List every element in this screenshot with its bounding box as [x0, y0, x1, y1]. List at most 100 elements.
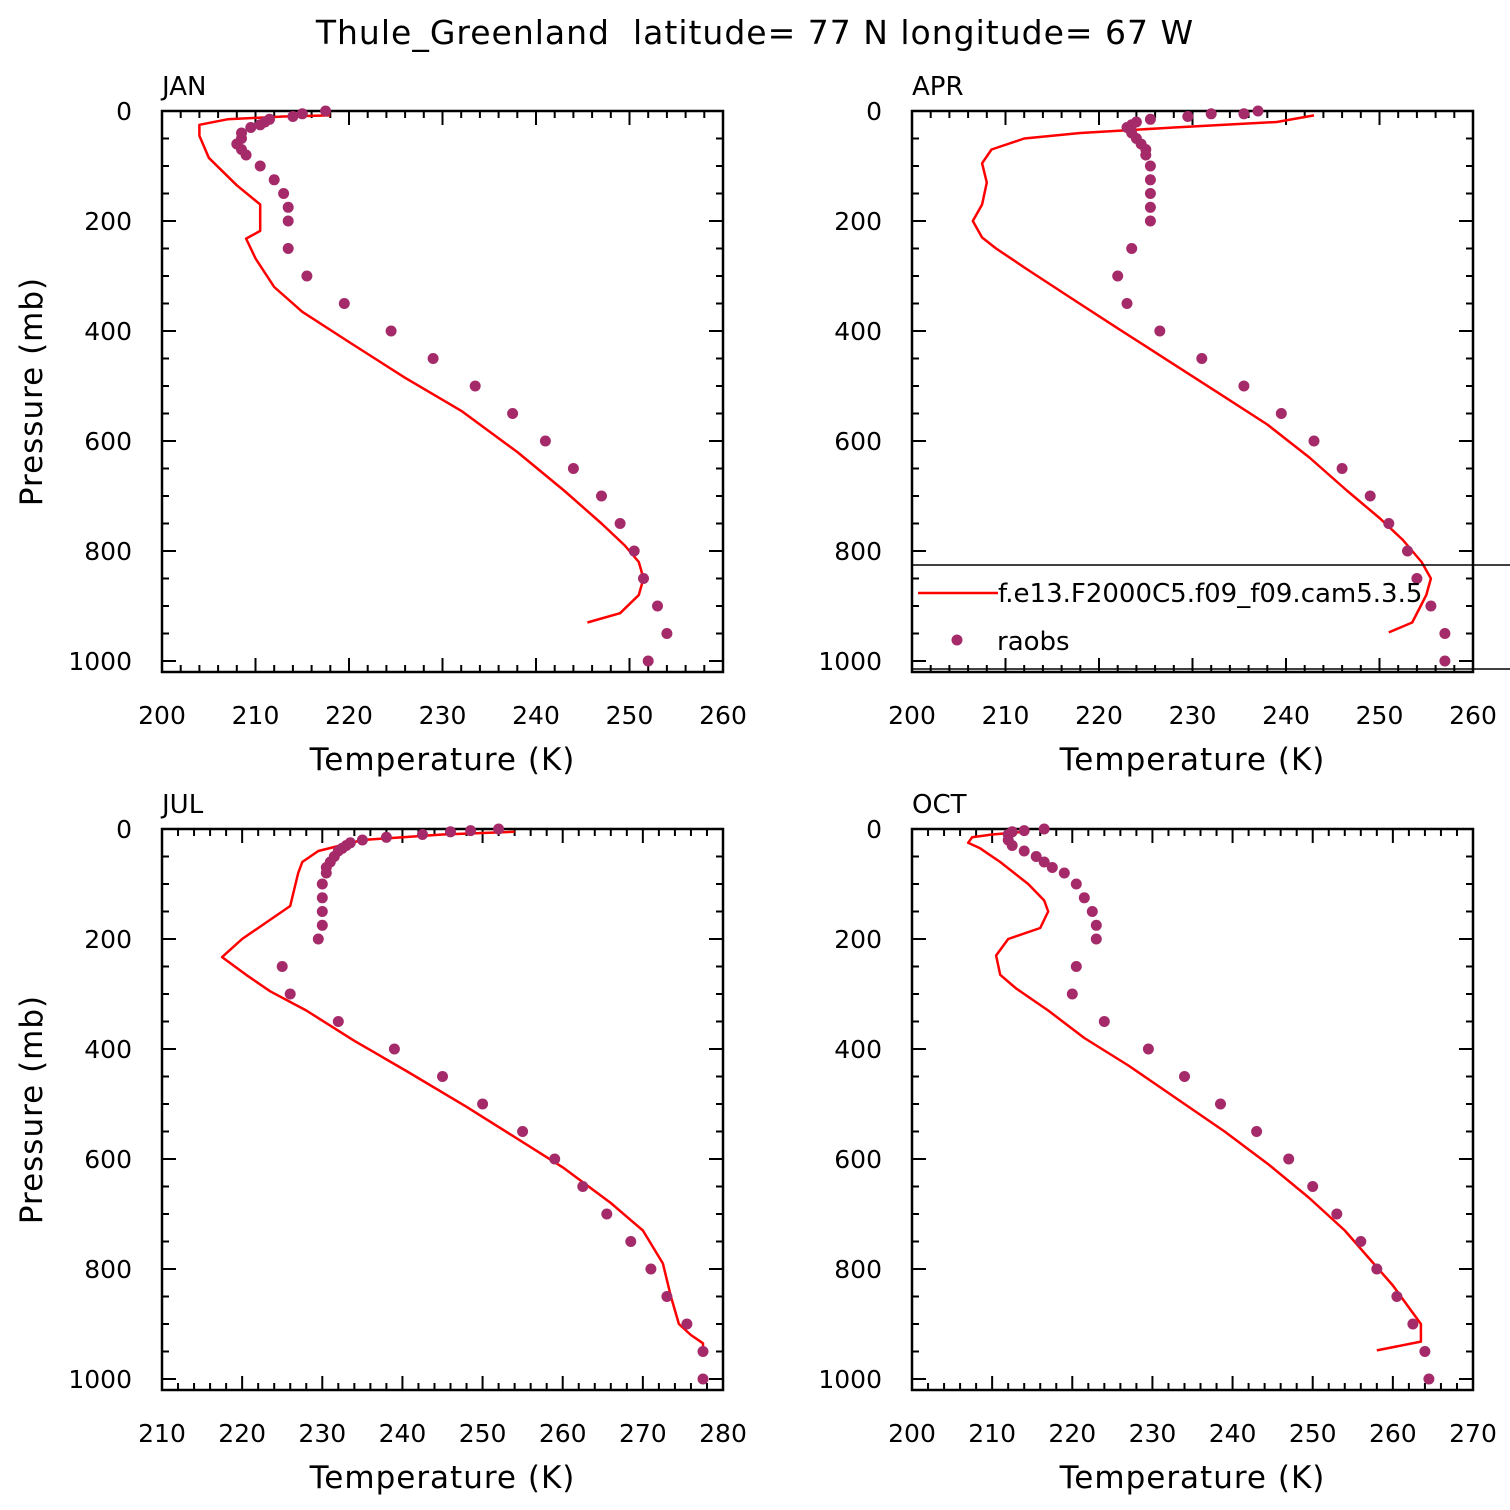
raobs-point: [388, 1043, 400, 1055]
y-tick-label: 0: [866, 97, 882, 126]
raobs-point: [356, 834, 368, 846]
raobs-point: [380, 831, 392, 843]
raobs-point: [1283, 1153, 1295, 1165]
raobs-point: [316, 919, 328, 931]
panel-title: OCT: [912, 790, 967, 820]
raobs-point: [577, 1181, 589, 1192]
y-tick-label: 1000: [818, 1365, 882, 1394]
raobs-point: [1205, 108, 1217, 120]
raobs-point: [1251, 1126, 1263, 1137]
x-tick-label: 220: [218, 1419, 266, 1448]
y-tick-label: 800: [84, 1255, 132, 1284]
raobs-point: [614, 518, 626, 529]
raobs-point: [697, 1346, 709, 1357]
raobs-point: [282, 215, 294, 227]
x-tick-label: 280: [699, 1419, 747, 1448]
y-tick-label: 200: [834, 207, 882, 236]
raobs-point: [465, 825, 477, 837]
raobs-point: [493, 823, 505, 835]
x-tick-label: 210: [982, 701, 1030, 730]
y-tick-label: 400: [84, 1035, 132, 1064]
raobs-point: [1098, 1016, 1110, 1027]
raobs-point: [332, 1016, 344, 1027]
x-tick-label: 200: [138, 701, 186, 730]
panel-title: JAN: [160, 72, 206, 102]
raobs-point: [661, 1291, 673, 1302]
x-tick-label: 260: [1449, 701, 1497, 730]
raobs-point: [1439, 628, 1451, 639]
raobs-point: [1144, 188, 1156, 199]
raobs-point: [681, 1318, 693, 1330]
raobs-point: [1391, 1291, 1403, 1302]
y-tick-label: 1000: [68, 1365, 132, 1394]
raobs-point: [296, 108, 308, 120]
raobs-point: [697, 1373, 709, 1385]
raobs-point: [1364, 490, 1376, 502]
raobs-point: [278, 188, 290, 199]
raobs-point: [1179, 1071, 1190, 1082]
x-tick-label: 250: [459, 1419, 507, 1448]
raobs-point: [1046, 862, 1058, 873]
raobs-point: [1144, 160, 1156, 172]
x-tick-label: 210: [232, 701, 280, 730]
raobs-point: [1425, 600, 1437, 612]
raobs-point: [539, 435, 551, 447]
raobs-point: [1070, 961, 1082, 972]
raobs-point: [287, 111, 299, 122]
raobs-point: [645, 1263, 657, 1275]
legend-model-label: f.e13.F2000C5.f09_f09.cam5.3.5: [998, 579, 1422, 609]
legend-point-swatch: [951, 634, 963, 646]
raobs-point: [316, 906, 328, 917]
raobs-point: [385, 325, 397, 337]
y-tick-label: 800: [834, 537, 882, 566]
raobs-point: [445, 826, 456, 838]
raobs-point: [1006, 840, 1018, 851]
raobs-point: [1140, 149, 1152, 161]
legend-box: [911, 564, 1510, 670]
raobs-point: [469, 380, 481, 392]
raobs-point: [625, 1236, 637, 1247]
raobs-point: [1154, 325, 1166, 337]
raobs-point: [1182, 111, 1194, 122]
raobs-point: [417, 829, 428, 840]
raobs-point: [1070, 878, 1082, 890]
x-tick-label: 260: [539, 1419, 587, 1448]
plot-frame: [160, 827, 725, 1392]
raobs-point: [1126, 243, 1138, 254]
x-tick-label: 220: [1075, 701, 1123, 730]
x-tick-label: 210: [968, 1419, 1016, 1448]
x-tick-label: 260: [699, 701, 747, 730]
raobs-point: [316, 892, 328, 904]
y-tick-label: 600: [84, 1145, 132, 1174]
raobs-point: [1086, 906, 1098, 917]
y-tick-label: 200: [84, 925, 132, 954]
y-tick-label: 200: [834, 925, 882, 954]
y-tick-label: 400: [834, 317, 882, 346]
raobs-point: [507, 408, 519, 419]
x-tick-label: 240: [379, 1419, 427, 1448]
y-tick-label: 400: [84, 317, 132, 346]
y-axis-label: Pressure (mb): [14, 277, 50, 506]
panels: JAN 200 210 220 230 240 250 260 0 200 400 600 800 100…: [14, 72, 1510, 1496]
raobs-point: [1355, 1236, 1367, 1247]
raobs-point: [268, 174, 280, 186]
x-axis-label: Temperature (K): [309, 742, 576, 778]
x-tick-label: 250: [1289, 1419, 1337, 1448]
raobs-point: [254, 160, 266, 172]
raobs-point: [1038, 856, 1050, 868]
raobs-point: [1196, 353, 1208, 364]
x-tick-label: 240: [512, 701, 560, 730]
x-tick-label: 200: [888, 1419, 936, 1448]
raobs-point: [642, 655, 654, 667]
x-tick-label: 270: [619, 1419, 667, 1448]
model-profile-line: [220, 830, 705, 1352]
raobs-point: [638, 573, 649, 584]
x-tick-label: 240: [1262, 701, 1310, 730]
y-tick-label: 600: [834, 427, 882, 456]
raobs-point: [1402, 545, 1413, 557]
raobs-point: [1144, 113, 1156, 125]
raobs-point: [1144, 215, 1156, 227]
raobs-point: [1121, 298, 1133, 309]
panel-title: JUL: [160, 790, 204, 820]
